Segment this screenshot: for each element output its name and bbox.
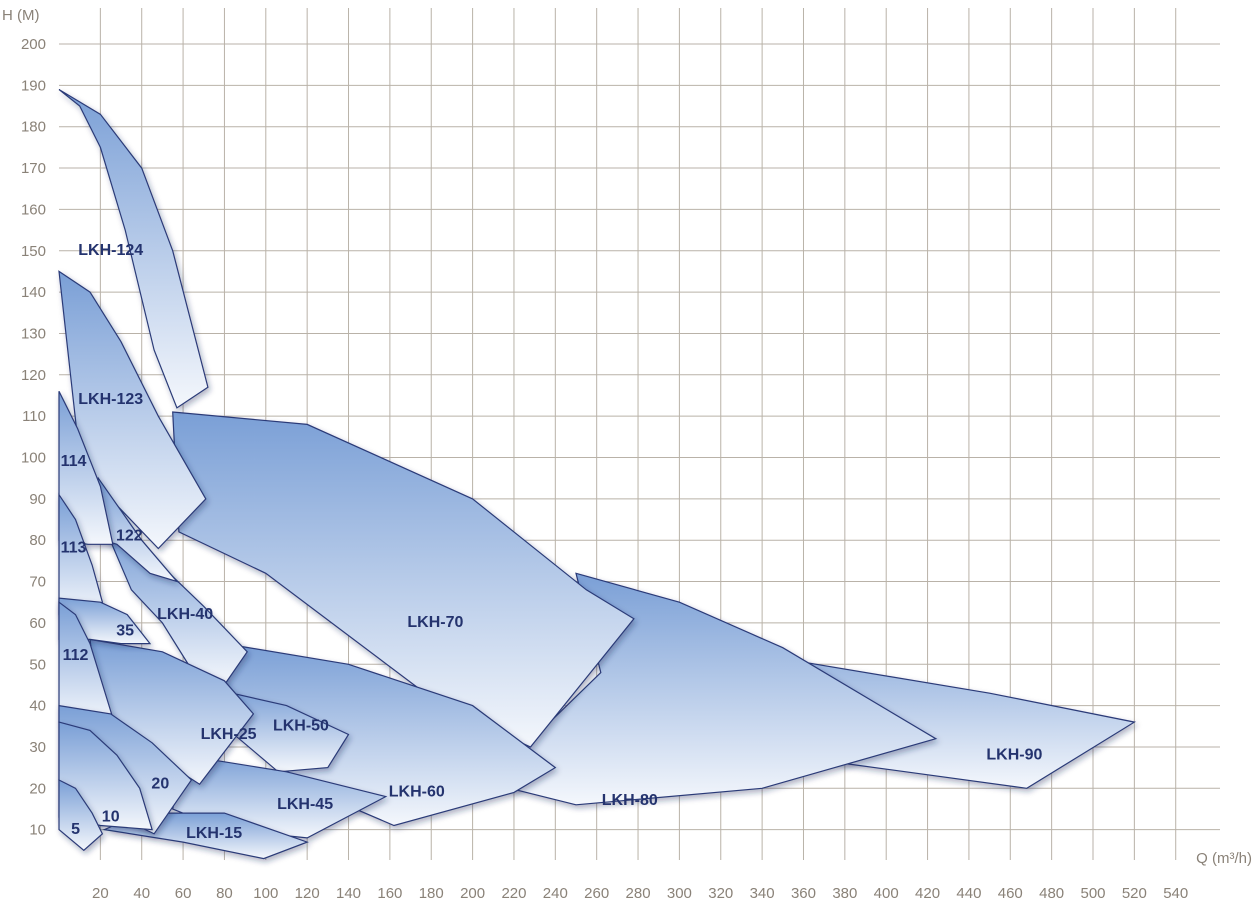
region-label-lkh-50: LKH-50 <box>273 717 329 734</box>
region-label-lkh-25: LKH-25 <box>201 726 257 743</box>
y-tick-label: 30 <box>29 739 46 756</box>
region-label-lkh-15: LKH-15 <box>186 825 242 842</box>
x-tick-label: 180 <box>419 885 444 902</box>
y-tick-label: 190 <box>21 77 46 94</box>
y-tick-label: 70 <box>29 574 46 591</box>
x-tick-label: 200 <box>460 885 485 902</box>
x-tick-label: 380 <box>832 885 857 902</box>
region-label-lkh-80: LKH-80 <box>602 792 658 809</box>
x-tick-label: 220 <box>501 885 526 902</box>
x-tick-label: 100 <box>253 885 278 902</box>
y-tick-label: 90 <box>29 491 46 508</box>
region-5 <box>58 779 104 852</box>
y-tick-label: 40 <box>29 698 46 715</box>
region-label-lkh-90: LKH-90 <box>986 746 1042 763</box>
region-label-10: 10 <box>102 808 120 825</box>
region-label-lkh-40: LKH-40 <box>157 606 213 623</box>
y-tick-label: 20 <box>29 780 46 797</box>
region-label-lkh-70: LKH-70 <box>407 614 463 631</box>
y-tick-label: 10 <box>29 822 46 839</box>
region-label-5: 5 <box>71 821 80 838</box>
x-tick-label: 480 <box>1039 885 1064 902</box>
x-tick-label: 400 <box>874 885 899 902</box>
x-tick-label: 60 <box>175 885 192 902</box>
region-label-lkh-45: LKH-45 <box>277 796 333 813</box>
x-tick-label: 360 <box>791 885 816 902</box>
y-tick-label: 200 <box>21 36 46 53</box>
y-tick-label: 150 <box>21 243 46 260</box>
x-tick-label: 300 <box>667 885 692 902</box>
y-tick-label: 50 <box>29 656 46 673</box>
region-label-114: 114 <box>61 453 87 470</box>
y-tick-label: 110 <box>22 408 46 425</box>
pump-regions <box>58 88 1137 860</box>
y-tick-label: 120 <box>21 367 46 384</box>
region-lkh-124 <box>58 88 209 409</box>
x-tick-label: 20 <box>92 885 109 902</box>
region-label-35: 35 <box>116 622 134 639</box>
y-tick-label: 140 <box>21 284 46 301</box>
x-tick-label: 420 <box>915 885 940 902</box>
x-tick-label: 140 <box>336 885 361 902</box>
x-tick-label: 500 <box>1080 885 1105 902</box>
region-label-112: 112 <box>63 647 89 664</box>
x-tick-label: 260 <box>584 885 609 902</box>
x-axis-label: Q (m³/h) <box>1196 850 1252 867</box>
x-tick-label: 160 <box>377 885 402 902</box>
x-tick-label: 520 <box>1122 885 1147 902</box>
y-tick-label: 160 <box>21 201 46 218</box>
x-tick-label: 320 <box>708 885 733 902</box>
axis-ticks: 10 20 30 40 50 60 70 80 90 100 110 120 130 140 150 160 1… <box>21 36 1188 902</box>
y-axis-label: H (M) <box>2 7 40 24</box>
x-tick-label: 80 <box>216 885 233 902</box>
region-lkh-70 <box>172 411 635 748</box>
x-tick-label: 440 <box>956 885 981 902</box>
x-tick-label: 540 <box>1163 885 1188 902</box>
region-label-122: 122 <box>116 527 143 544</box>
region-labels: LKH-90 LKH-80 LKH-70 LKH-60 LKH-50 LKH-45 LKH-… <box>61 242 1043 842</box>
region-label-lkh-123: LKH-123 <box>78 391 143 408</box>
x-tick-label: 120 <box>295 885 320 902</box>
x-tick-label: 460 <box>998 885 1023 902</box>
x-tick-label: 240 <box>543 885 568 902</box>
region-label-lkh-124: LKH-124 <box>78 242 143 259</box>
y-tick-label: 180 <box>21 119 46 136</box>
y-tick-label: 100 <box>21 450 46 467</box>
x-tick-label: 280 <box>626 885 651 902</box>
y-tick-label: 130 <box>21 325 46 342</box>
y-tick-label: 170 <box>21 160 46 177</box>
region-label-lkh-60: LKH-60 <box>389 784 445 801</box>
region-label-113: 113 <box>61 540 87 557</box>
x-tick-label: 40 <box>133 885 150 902</box>
y-tick-label: 80 <box>29 532 46 549</box>
region-label-20: 20 <box>151 775 169 792</box>
y-tick-label: 60 <box>29 615 46 632</box>
x-tick-label: 340 <box>750 885 775 902</box>
